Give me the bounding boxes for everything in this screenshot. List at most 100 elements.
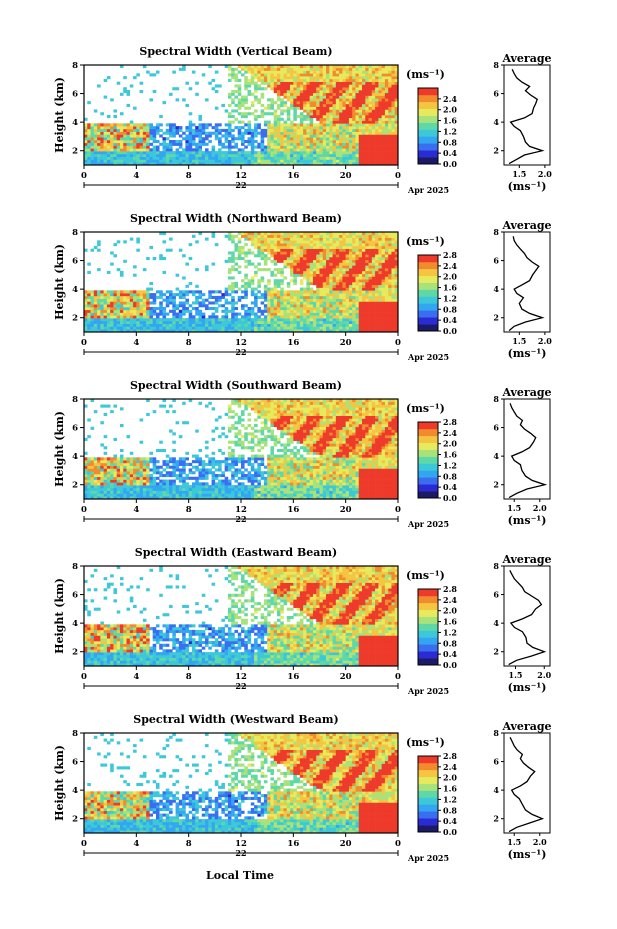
heatmap-cell [329, 298, 333, 302]
heatmap-cell [110, 142, 114, 146]
heatmap-cell [100, 479, 104, 483]
heatmap-cell [185, 103, 189, 107]
heatmap-cell [362, 248, 366, 252]
heatmap-cell [84, 471, 88, 475]
heatmap-cell [84, 326, 88, 330]
heatmap-cell [165, 326, 170, 330]
heatmap-cell [342, 251, 346, 255]
heatmap-cell [365, 284, 369, 288]
heatmap-cell [283, 248, 288, 252]
heatmap-cell [342, 254, 346, 258]
heatmap-cell [306, 81, 310, 85]
heatmap-cell [293, 76, 297, 80]
heatmap-cell [352, 120, 356, 124]
heatmap-cell [276, 95, 281, 99]
heatmap-cell [113, 148, 118, 152]
heatmap-cell [299, 251, 304, 255]
heatmap-cell [312, 153, 317, 157]
colorbar-tick-label: 0.0 [443, 159, 457, 169]
heatmap-cell [394, 307, 399, 311]
heatmap-cell [241, 290, 245, 294]
heatmap-cell [339, 234, 343, 238]
heatmap-cell [273, 318, 278, 322]
heatmap-cell [273, 120, 278, 124]
heatmap-cell [270, 126, 275, 130]
heatmap-cell [139, 90, 144, 94]
heatmap-cell [329, 67, 333, 71]
colorbar-unit: (ms⁻¹) [406, 68, 445, 81]
heatmap-cell [375, 92, 379, 96]
heatmap-cell [276, 254, 281, 258]
heatmap-cell [97, 128, 101, 132]
heatmap-cell [106, 476, 111, 480]
heatmap-cell [312, 262, 317, 266]
heatmap-cell [267, 315, 271, 319]
heatmap-cell [149, 245, 153, 249]
heatmap-cell [290, 159, 294, 163]
heatmap-cell [139, 320, 144, 324]
heatmap-cell [142, 309, 147, 313]
heatmap-cell [195, 320, 199, 324]
heatmap-cell [312, 312, 317, 316]
heatmap-cell [394, 84, 399, 88]
heatmap-cell [149, 323, 153, 327]
heatmap-cell [312, 254, 317, 258]
heatmap-cell [146, 123, 150, 127]
heatmap-cell [90, 140, 95, 144]
heatmap-cell [368, 81, 373, 85]
heatmap-cell [355, 329, 360, 333]
heatmap-cell [391, 70, 396, 74]
heatmap-cell [345, 295, 350, 299]
heatmap-cell [352, 276, 356, 280]
heatmap-cell [332, 148, 337, 152]
heatmap-cell [113, 304, 118, 308]
heatmap-cell [326, 156, 330, 160]
heatmap-cell [384, 101, 389, 105]
heatmap-cell [342, 137, 346, 141]
heatmap-cell [394, 145, 399, 149]
heatmap-cell [388, 290, 392, 294]
heatmap-cell [205, 320, 209, 324]
heatmap-cell [270, 73, 275, 77]
heatmap-cell [286, 320, 291, 324]
heatmap-cell [322, 103, 327, 107]
heatmap-cell [123, 496, 127, 500]
heatmap-cell [326, 148, 330, 152]
heatmap-cell [368, 134, 373, 138]
x-tick-label: 4 [133, 171, 139, 181]
heatmap-cell [322, 265, 327, 269]
heatmap-cell [247, 234, 252, 238]
heatmap-cell [276, 251, 281, 255]
heatmap-cell [116, 307, 121, 311]
heatmap-cell [165, 159, 170, 163]
heatmap-cell [312, 159, 317, 163]
heatmap-cell [270, 232, 275, 236]
heatmap-cell [211, 145, 216, 149]
heatmap-cell [378, 78, 382, 82]
heatmap-cell [312, 84, 317, 88]
heatmap-cell [247, 162, 252, 166]
heatmap-cell [358, 307, 363, 311]
heatmap-cell [348, 95, 353, 99]
heatmap-cell [97, 312, 101, 316]
heatmap-cell [273, 137, 278, 141]
colorbar-segment [418, 129, 438, 137]
heatmap-cell [224, 153, 229, 157]
heatmap-cell [384, 329, 389, 333]
heatmap-cell [155, 159, 160, 163]
heatmap-cell [152, 126, 157, 130]
heatmap-cell [381, 98, 386, 102]
heatmap-cell [283, 301, 288, 305]
heatmap-cell [286, 326, 291, 330]
heatmap-cell [326, 128, 330, 132]
heatmap-cell [254, 301, 258, 305]
heatmap-cell [384, 315, 389, 319]
heatmap-cell [378, 240, 382, 244]
heatmap-cell [319, 140, 324, 144]
heatmap-cell [296, 162, 301, 166]
heatmap-cell [146, 151, 150, 155]
heatmap-cell [312, 304, 317, 308]
heatmap-cell [293, 304, 297, 308]
heatmap-cell [303, 276, 307, 280]
heatmap-cell [188, 126, 193, 130]
